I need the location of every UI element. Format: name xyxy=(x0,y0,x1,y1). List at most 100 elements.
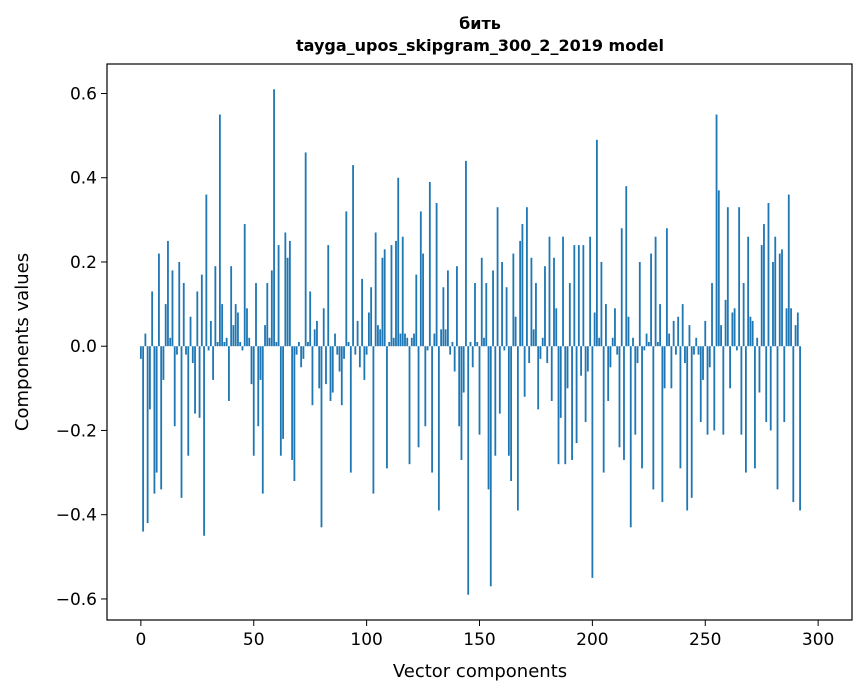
bar xyxy=(347,342,350,347)
bar xyxy=(288,240,291,347)
bar xyxy=(758,346,761,393)
bar xyxy=(169,337,172,347)
bar xyxy=(352,165,354,347)
x-tick-label: 200 xyxy=(576,630,608,650)
bar xyxy=(699,346,702,423)
bar xyxy=(164,304,167,347)
y-axis-label: Components values xyxy=(12,253,33,431)
bar xyxy=(476,342,479,347)
bar xyxy=(487,346,490,490)
bar xyxy=(494,346,497,456)
bar xyxy=(607,346,610,401)
bar xyxy=(744,346,747,473)
bars-group xyxy=(139,89,801,595)
bar xyxy=(643,346,646,351)
bar xyxy=(255,283,257,347)
bar xyxy=(740,346,743,435)
bar xyxy=(230,266,233,347)
bar xyxy=(458,346,461,427)
bar xyxy=(675,346,677,355)
bar xyxy=(354,346,357,355)
bar xyxy=(417,346,420,448)
bar xyxy=(738,207,741,347)
bar xyxy=(629,346,632,528)
bar xyxy=(216,342,219,347)
bar xyxy=(460,346,463,460)
bar xyxy=(474,283,476,347)
bar xyxy=(153,346,156,494)
bar xyxy=(595,139,598,347)
bar xyxy=(435,203,438,347)
bar xyxy=(155,346,158,473)
bar xyxy=(431,346,433,473)
bar xyxy=(410,337,413,347)
bar xyxy=(677,316,680,347)
bar xyxy=(424,346,427,427)
bar xyxy=(670,346,673,389)
bar xyxy=(483,337,485,347)
bar xyxy=(713,346,716,431)
bar xyxy=(419,211,422,347)
y-tick-label: −0.6 xyxy=(56,590,97,610)
bar xyxy=(182,283,185,347)
bar xyxy=(708,346,711,368)
bar xyxy=(304,152,307,347)
bar xyxy=(456,266,458,347)
bar xyxy=(498,346,501,414)
bar xyxy=(799,346,801,511)
bar xyxy=(284,232,287,347)
y-tick-label: 0.6 xyxy=(70,84,97,104)
bar xyxy=(765,346,768,423)
bar xyxy=(688,325,691,347)
bar xyxy=(322,308,325,347)
bar xyxy=(781,249,783,347)
x-tick-label: 150 xyxy=(463,630,495,650)
bar xyxy=(526,207,528,347)
bar xyxy=(361,278,364,347)
bar xyxy=(221,304,224,347)
bar xyxy=(627,316,630,347)
bar xyxy=(189,316,192,347)
bar xyxy=(679,346,682,469)
bar xyxy=(223,342,226,347)
bar xyxy=(338,346,341,372)
bar xyxy=(776,346,779,490)
bar xyxy=(724,299,727,347)
bar xyxy=(282,346,284,439)
bar xyxy=(647,342,650,347)
bar xyxy=(399,333,402,347)
bar xyxy=(763,224,765,347)
bar xyxy=(586,346,589,372)
bar xyxy=(446,270,449,347)
bar xyxy=(546,346,549,364)
bar xyxy=(207,346,210,351)
bar xyxy=(611,337,614,347)
x-tick-label: 50 xyxy=(243,630,265,650)
bar xyxy=(505,287,508,347)
bar xyxy=(582,245,585,347)
bar xyxy=(162,346,165,380)
bar xyxy=(293,346,296,481)
bar xyxy=(557,346,560,465)
bar xyxy=(492,270,494,347)
bar xyxy=(286,257,289,347)
bar xyxy=(340,346,343,406)
bar xyxy=(792,346,795,503)
bar xyxy=(381,257,384,347)
y-tick-label: 0.4 xyxy=(70,169,97,189)
bar xyxy=(654,236,657,347)
bar xyxy=(343,346,345,359)
bar xyxy=(580,346,582,376)
bar xyxy=(329,346,332,401)
bar xyxy=(171,270,174,347)
bar xyxy=(706,346,709,435)
bar xyxy=(363,346,366,380)
bar xyxy=(307,342,309,347)
y-tick-label: −0.4 xyxy=(56,506,97,526)
bar xyxy=(555,308,558,347)
bar xyxy=(790,308,792,347)
bar xyxy=(309,291,312,347)
bar xyxy=(731,312,734,347)
bar xyxy=(257,346,260,427)
bar xyxy=(650,253,652,347)
